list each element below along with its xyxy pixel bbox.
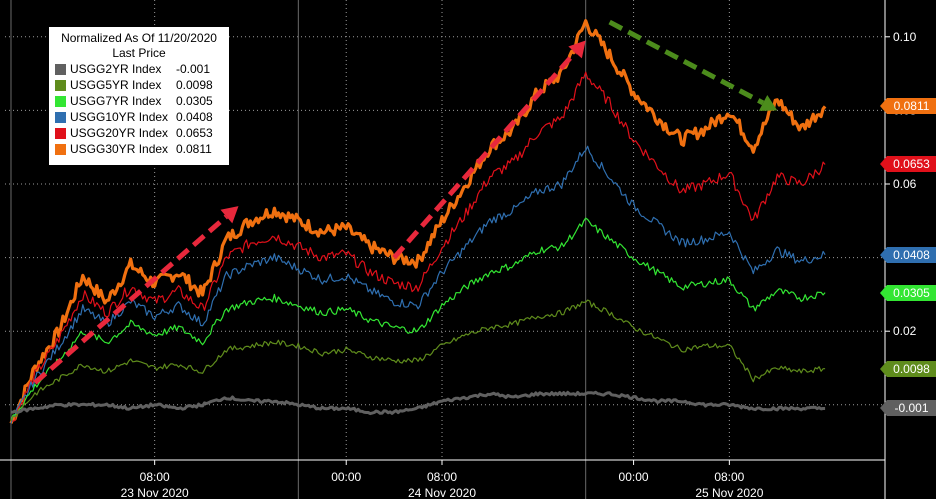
- trend-arrow-line: [33, 214, 229, 385]
- legend-rows: USGG2YR Index -0.001 USGG5YR Index 0.0098 US…: [55, 61, 223, 157]
- trend-arrow-line: [608, 19, 765, 106]
- legend-entry-value: 0.0305: [176, 94, 213, 108]
- series-line: [11, 390, 826, 416]
- legend: Normalized As Of 11/20/2020 Last Price U…: [49, 27, 229, 165]
- legend-entry-name: USGG30YR Index: [70, 142, 169, 156]
- series-line: [10, 299, 826, 422]
- legend-entry: USGG30YR Index 0.0811: [55, 141, 223, 157]
- y-tick-label: 0.02: [893, 324, 917, 338]
- legend-entry-name: USGG10YR Index: [70, 110, 169, 124]
- last-price-tag: 0.0305: [880, 284, 936, 301]
- x-tick-label: 08:00: [714, 470, 744, 484]
- last-price-tag: 0.0811: [880, 98, 936, 115]
- trend-arrow-line: [392, 50, 577, 260]
- legend-entry-name: USGG5YR Index: [70, 78, 162, 92]
- legend-entry: USGG7YR Index 0.0305: [55, 93, 223, 109]
- legend-entry-value: 0.0811: [176, 142, 212, 156]
- legend-swatch: [55, 111, 66, 123]
- legend-entry: USGG2YR Index -0.001: [55, 61, 223, 77]
- series-line: [10, 71, 826, 422]
- legend-entry-name: USGG20YR Index: [70, 126, 169, 140]
- legend-entry-value: 0.0098: [176, 78, 213, 92]
- legend-swatch: [55, 63, 66, 75]
- legend-swatch: [55, 95, 66, 107]
- legend-entry: USGG20YR Index 0.0653: [55, 125, 223, 141]
- x-day-label: 23 Nov 2020: [121, 486, 189, 499]
- legend-title: Normalized As Of 11/20/2020: [61, 31, 217, 45]
- y-tick-label: 0.10: [893, 30, 917, 44]
- legend-entry: USGG5YR Index 0.0098: [55, 77, 223, 93]
- last-price-tag: 0.0098: [880, 360, 936, 377]
- annotation-arrows: [33, 19, 778, 385]
- series-line: [10, 217, 826, 421]
- trend-arrow-head: [758, 94, 778, 111]
- trend-arrow-head: [568, 40, 586, 59]
- x-tick-label: 08:00: [427, 470, 457, 484]
- legend-subtitle: Last Price: [112, 46, 166, 60]
- legend-entry: USGG10YR Index 0.0408: [55, 109, 223, 125]
- legend-swatch: [55, 127, 66, 139]
- last-price-tag: 0.0653: [880, 156, 936, 173]
- legend-entry-name: USGG7YR Index: [70, 94, 162, 108]
- last-price-tag: -0.001: [880, 400, 936, 417]
- x-day-label: 25 Nov 2020: [695, 486, 763, 499]
- trend-arrow-head: [220, 206, 239, 224]
- legend-entry-value: -0.001: [176, 62, 211, 76]
- x-tick-label: 00:00: [619, 470, 649, 484]
- series-line: [9, 19, 827, 424]
- legend-swatch: [55, 143, 66, 155]
- legend-entry-value: 0.0653: [176, 126, 213, 140]
- last-price-tag: 0.0408: [880, 246, 936, 263]
- series-layer: [9, 19, 827, 424]
- x-tick-label: 00:00: [331, 470, 361, 484]
- legend-entry-value: 0.0408: [176, 110, 213, 124]
- x-day-label: 24 Nov 2020: [408, 486, 476, 499]
- legend-entry-name: USGG2YR Index: [70, 62, 162, 76]
- x-tick-label: 08:00: [140, 470, 170, 484]
- series-line: [10, 145, 826, 424]
- legend-swatch: [55, 79, 66, 91]
- y-tick-label: 0.06: [893, 177, 917, 191]
